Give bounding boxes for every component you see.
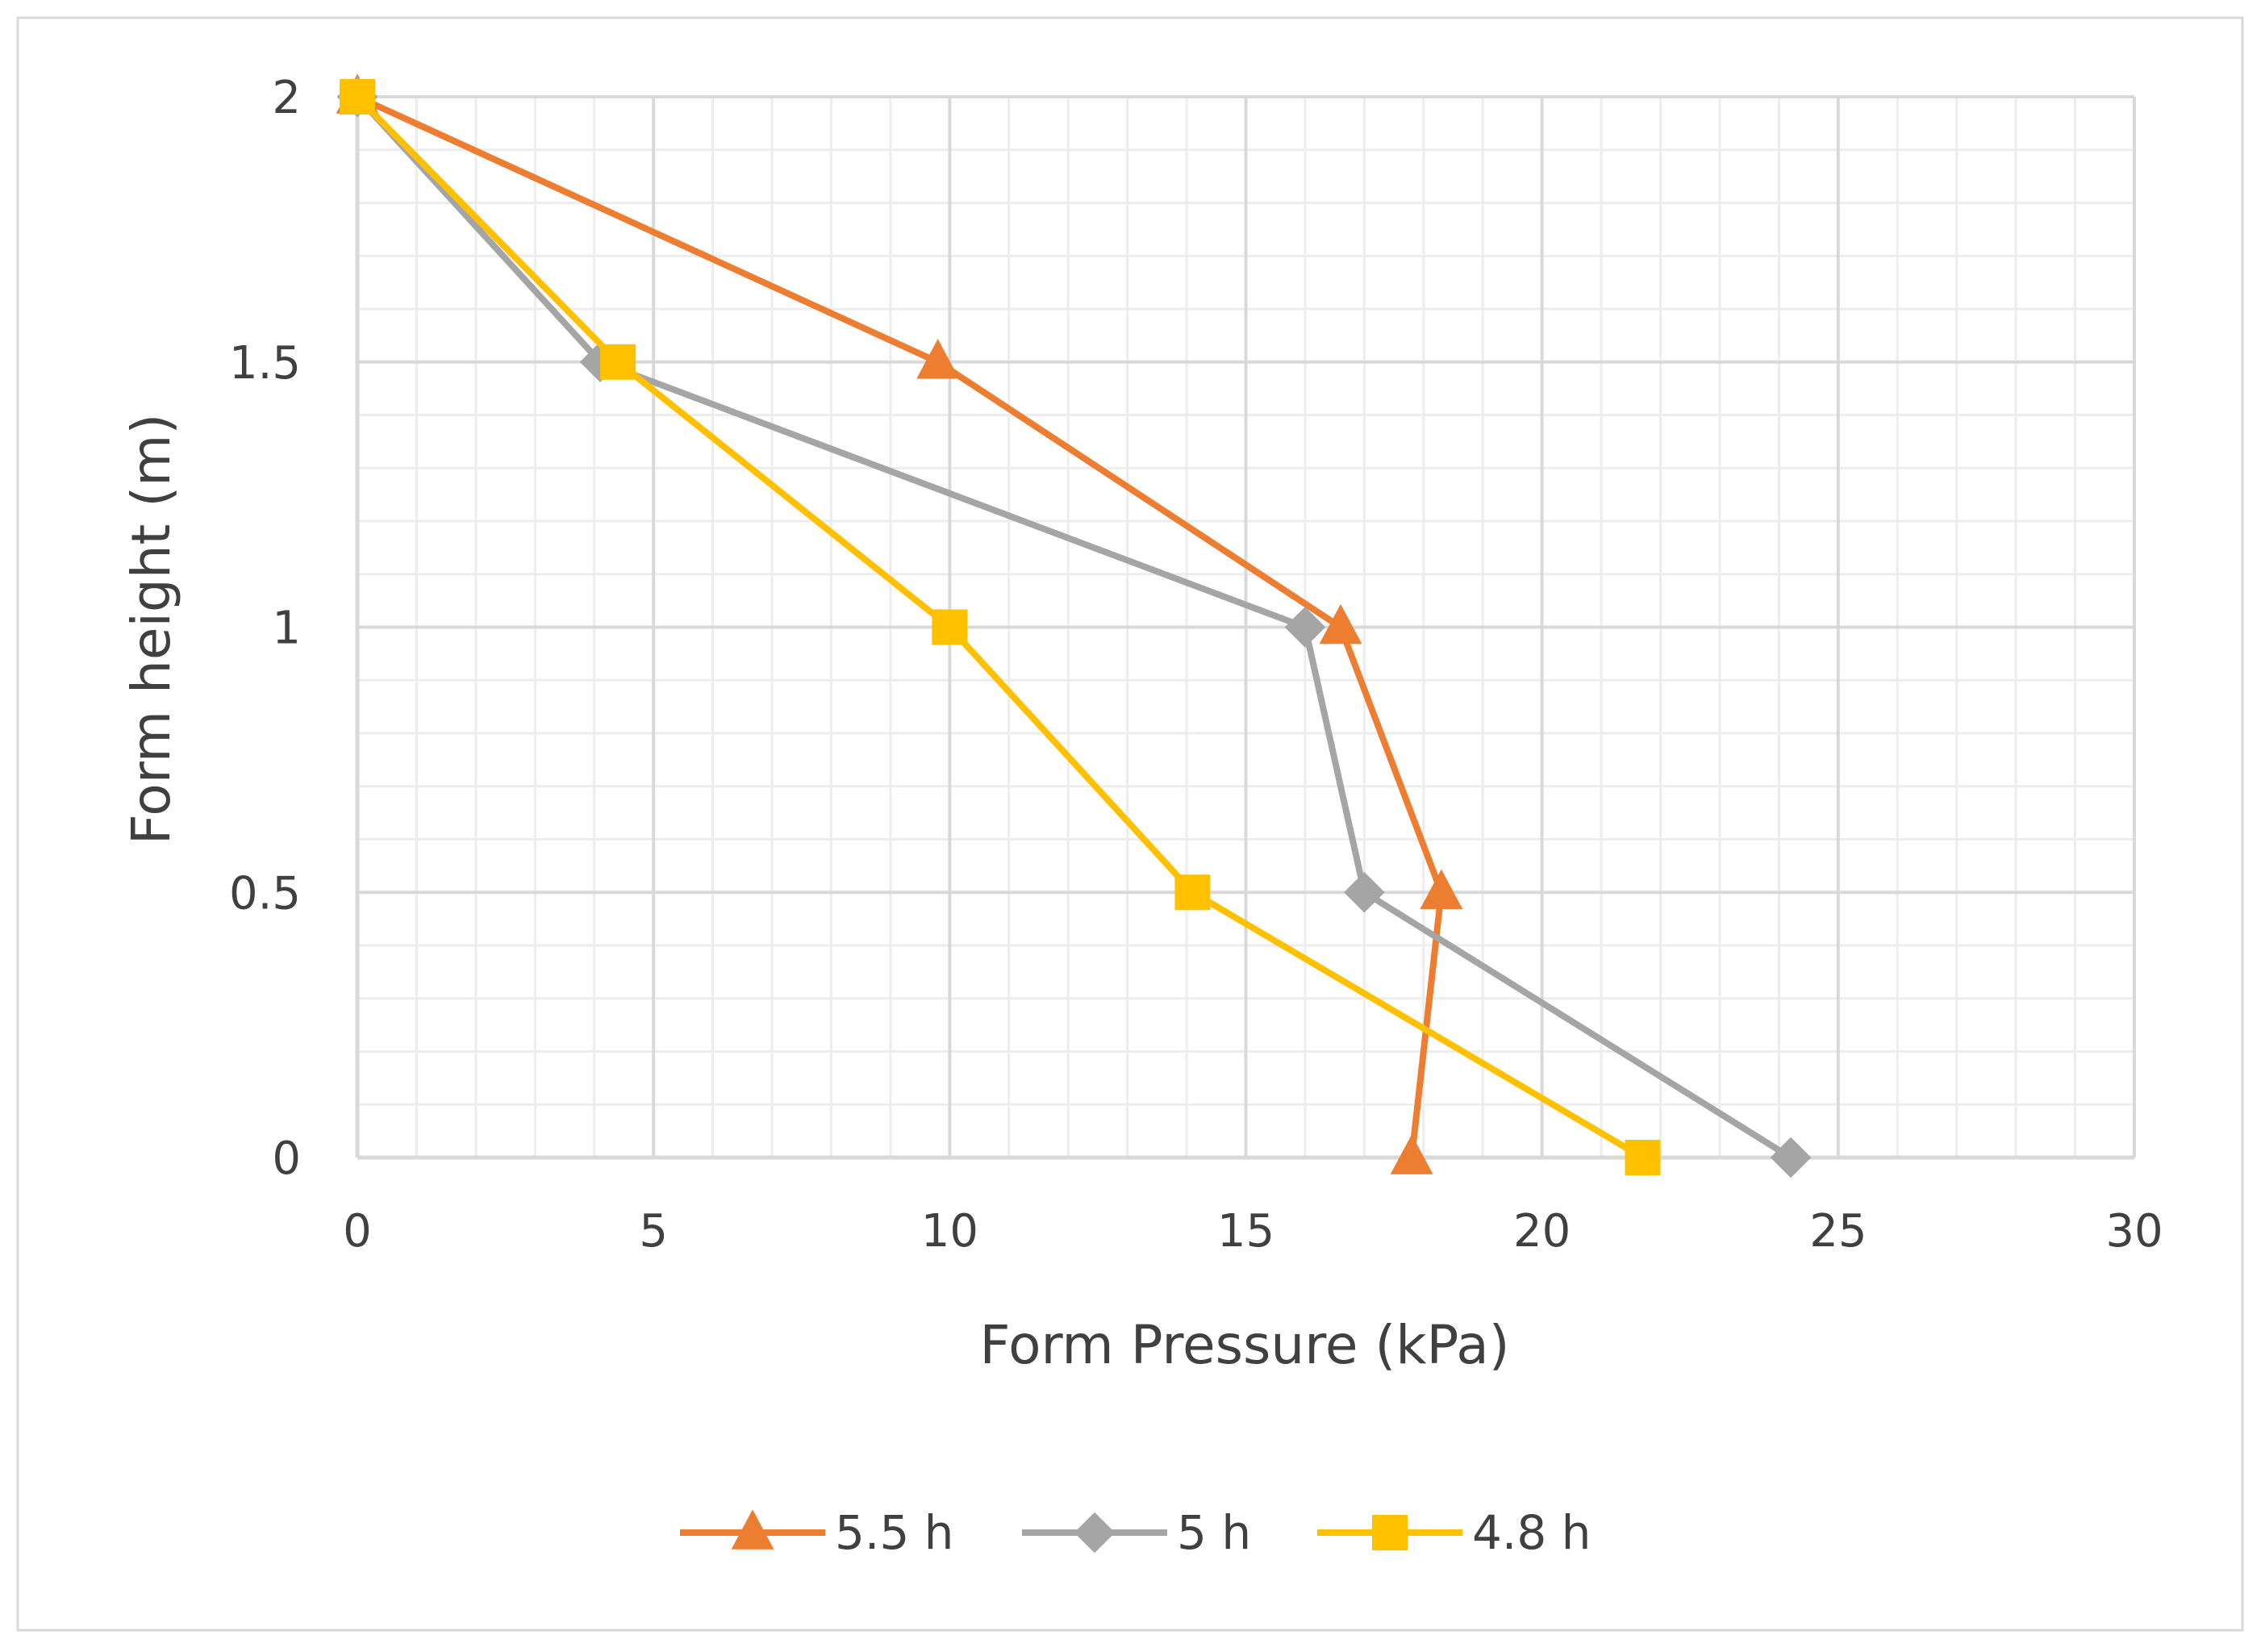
y-tick-labels: 0 0.5 1 1.5 2 — [229, 72, 301, 1185]
data-point — [600, 344, 636, 380]
legend-label: 4.8 h — [1472, 1505, 1591, 1560]
y-axis-title: Form height (m) — [120, 414, 182, 845]
legend-marker — [1372, 1515, 1408, 1550]
series-layer — [336, 73, 1812, 1179]
data-point — [1174, 874, 1211, 911]
x-tick-label: 15 — [1217, 1205, 1274, 1258]
legend-item: 4.8 h — [1317, 1505, 1591, 1560]
legend: 5.5 h 5 h 4.8 h — [680, 1505, 1591, 1560]
data-point — [932, 609, 968, 645]
legend-marker — [731, 1509, 774, 1550]
y-tick-label: 1 — [272, 603, 301, 655]
x-tick-label: 0 — [343, 1205, 372, 1258]
axes — [355, 97, 2134, 1160]
legend-item: 5 h — [1022, 1505, 1251, 1560]
data-point — [579, 341, 621, 383]
legend-label: 5 h — [1177, 1505, 1251, 1560]
x-tick-labels: 0 5 10 15 20 25 30 — [343, 1205, 2163, 1258]
y-tick-label: 1.5 — [229, 337, 301, 390]
x-tick-label: 25 — [1809, 1205, 1867, 1258]
y-tick-label: 2 — [272, 72, 301, 124]
data-point — [1284, 607, 1326, 648]
x-tick-label: 5 — [639, 1205, 668, 1258]
x-axis-title: Form Pressure (kPa) — [979, 1314, 1509, 1376]
data-point — [916, 339, 960, 379]
data-point — [1625, 1140, 1661, 1175]
data-point — [1390, 1134, 1433, 1174]
data-point — [1344, 871, 1385, 913]
data-point — [1319, 603, 1362, 645]
x-tick-label: 10 — [921, 1205, 978, 1258]
data-point — [1770, 1137, 1812, 1179]
y-tick-label: 0 — [272, 1133, 301, 1185]
x-tick-label: 30 — [2105, 1205, 2163, 1258]
legend-label: 5.5 h — [835, 1505, 953, 1560]
legend-item: 5.5 h — [680, 1505, 953, 1560]
data-point — [1420, 869, 1463, 910]
legend-marker — [1074, 1512, 1116, 1554]
y-tick-label: 0.5 — [229, 867, 301, 920]
x-tick-label: 20 — [1513, 1205, 1571, 1258]
data-point — [340, 79, 375, 115]
series-4-8-h — [340, 79, 1661, 1175]
